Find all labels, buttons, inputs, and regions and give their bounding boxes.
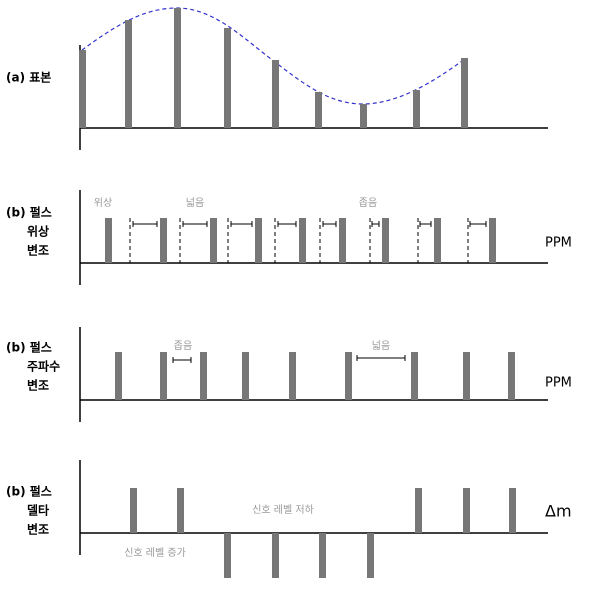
pulse xyxy=(200,352,207,400)
arrow xyxy=(469,221,487,227)
pulses xyxy=(115,352,515,400)
reference-lines xyxy=(129,218,469,263)
panel-label: (b) 펄스 xyxy=(6,205,52,220)
sample xyxy=(461,58,468,128)
annotation: 좁음 xyxy=(359,197,377,209)
annotation: 신호 레벨 증가 xyxy=(124,547,186,559)
panel-label: 변조 xyxy=(27,243,49,258)
panel-b: (b) 펄스 위상 변조 위상 넓음 좁음 PPM xyxy=(6,190,572,285)
sample xyxy=(174,8,181,128)
pulses xyxy=(105,218,496,263)
pulse xyxy=(411,352,418,400)
panel-label: 변조 xyxy=(27,522,49,537)
pulse xyxy=(177,488,184,533)
pulse xyxy=(463,352,470,400)
pulse xyxy=(115,352,122,400)
arrow xyxy=(182,221,208,227)
panel-label: (a) 표본 xyxy=(6,71,51,85)
pulse xyxy=(319,533,326,578)
arrow xyxy=(277,221,297,227)
pulse xyxy=(289,352,296,400)
panel-label: 주파수 xyxy=(27,359,60,374)
pulse xyxy=(160,218,167,263)
arrow xyxy=(230,221,253,227)
pulses xyxy=(130,488,516,578)
sample xyxy=(125,20,132,128)
sample xyxy=(272,60,279,128)
sample xyxy=(360,104,367,128)
panel-label: 변조 xyxy=(27,378,49,393)
pulse xyxy=(210,218,217,263)
pulse xyxy=(345,352,352,400)
panel-label: (b) 펄스 xyxy=(6,340,52,355)
pulse xyxy=(489,218,496,263)
annotation: 위상 xyxy=(94,196,112,209)
sample xyxy=(315,92,322,128)
annotation: 넓음 xyxy=(372,340,390,352)
panel-c: (b) 펄스 주파수 변조 좁음 넓음 PPM xyxy=(6,327,572,422)
pulse xyxy=(434,218,441,263)
pulse xyxy=(130,488,137,533)
side-label: Δm xyxy=(545,502,572,521)
pulse xyxy=(508,352,515,400)
sample xyxy=(413,90,420,128)
pulse xyxy=(463,488,470,533)
pulse xyxy=(415,488,422,533)
sample xyxy=(79,50,86,128)
sample xyxy=(224,28,231,128)
pulse xyxy=(255,218,262,263)
panel-label: 위상 xyxy=(27,224,49,239)
side-label: PPM xyxy=(545,236,572,251)
pulse xyxy=(509,488,516,533)
pulse xyxy=(242,352,249,400)
arrow xyxy=(419,221,432,227)
offset-arrows xyxy=(132,221,487,227)
arrow xyxy=(356,355,406,361)
pulse xyxy=(339,218,346,263)
pulse xyxy=(382,218,389,263)
pulse xyxy=(105,218,112,263)
side-label: PPM xyxy=(545,376,572,391)
annotation: 넓음 xyxy=(186,197,204,209)
pulse xyxy=(367,533,374,578)
panel-label: (b) 펄스 xyxy=(6,484,52,499)
panel-d: (b) 펄스 델타 변조 신호 레벨 저하 신호 레벨 증가 Δm xyxy=(6,460,572,578)
panel-label: 델타 xyxy=(27,503,49,518)
pulse xyxy=(299,218,306,263)
arrow xyxy=(322,221,337,227)
arrow xyxy=(371,221,380,227)
arrow xyxy=(132,221,158,227)
pulse xyxy=(224,533,231,578)
pulse xyxy=(160,352,167,400)
annotation: 신호 레벨 저하 xyxy=(252,503,314,516)
pulse xyxy=(272,533,279,578)
arrow xyxy=(172,357,192,363)
panel-a: (a) 표본 xyxy=(6,7,548,150)
annotation: 좁음 xyxy=(174,340,192,352)
